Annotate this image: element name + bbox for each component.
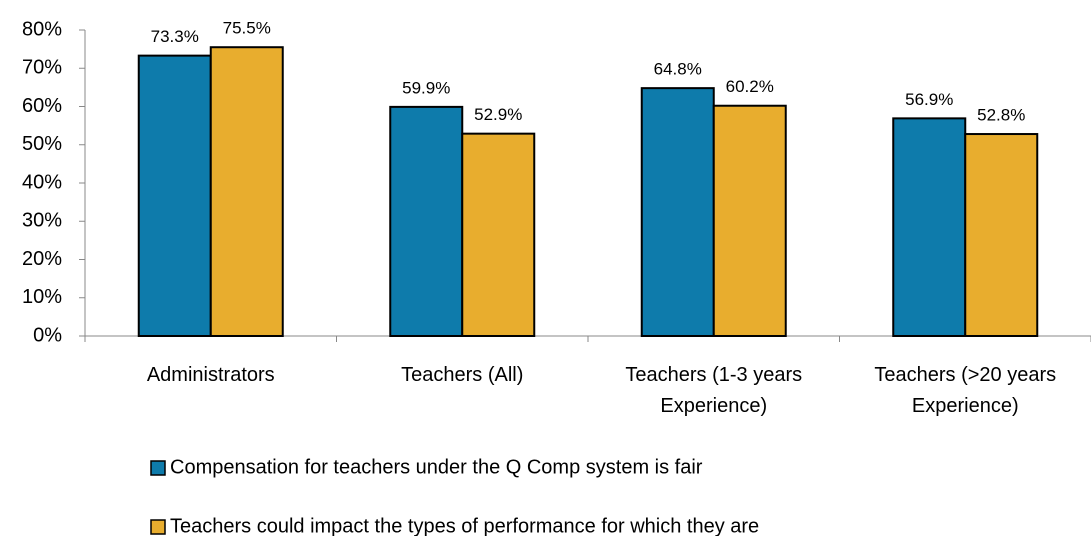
legend-swatch — [150, 519, 166, 535]
bar — [137, 54, 212, 337]
legend-label: Teachers could impact the types of perfo… — [170, 515, 759, 536]
data-label: 75.5% — [223, 19, 271, 38]
x-tick-label: Teachers (>20 years Experience) — [874, 364, 1057, 417]
data-label: 52.8% — [977, 106, 1025, 125]
x-tick-label: Administrators — [146, 364, 275, 386]
y-tick-label: 10% — [22, 286, 62, 308]
y-tick-label: 50% — [22, 133, 62, 155]
bar — [389, 105, 464, 337]
y-tick-label: 70% — [22, 57, 62, 79]
data-label: 59.9% — [402, 78, 450, 97]
y-tick-label: 80% — [22, 18, 62, 40]
bar — [712, 104, 787, 337]
data-label: 73.3% — [151, 27, 199, 46]
data-label: 52.9% — [474, 105, 522, 124]
legend-swatch — [150, 460, 166, 476]
legend-label: Compensation for teachers under the Q Co… — [170, 456, 703, 478]
x-tick-label: Teachers (1-3 years Experience) — [625, 364, 803, 417]
bar — [640, 87, 715, 337]
y-tick-label: 40% — [22, 171, 62, 193]
bar — [892, 117, 967, 337]
y-tick-label: 30% — [22, 210, 62, 232]
y-tick-label: 0% — [33, 324, 62, 346]
data-label: 60.2% — [726, 77, 774, 96]
data-label: 56.9% — [905, 90, 953, 109]
y-tick-label: 20% — [22, 248, 62, 270]
x-tick-label: Teachers (All) — [401, 364, 524, 386]
bar — [964, 133, 1039, 337]
data-label: 64.8% — [654, 60, 702, 79]
y-tick-label: 60% — [22, 95, 62, 117]
bar — [209, 46, 284, 338]
bar — [461, 132, 536, 337]
